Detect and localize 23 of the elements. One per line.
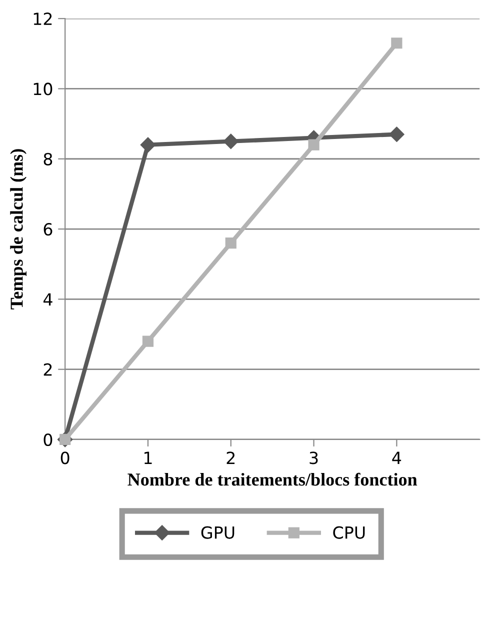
legend-label: GPU xyxy=(201,526,234,539)
y-tick-label: 2 xyxy=(44,363,52,376)
y-axis-title: Temps de calcul (ms) xyxy=(10,149,26,310)
point xyxy=(223,134,238,149)
x-tick-label: 0 xyxy=(60,452,70,464)
y-tick-label: 6 xyxy=(44,222,52,236)
point xyxy=(140,137,156,152)
legend-label: CPU xyxy=(333,526,365,539)
x-tick-label: 3 xyxy=(310,452,318,464)
point xyxy=(308,139,320,150)
x-tick-label: 2 xyxy=(226,452,235,464)
point xyxy=(389,126,404,142)
point xyxy=(225,238,236,249)
y-tick-label: 0 xyxy=(44,433,52,446)
y-tick-label: 8 xyxy=(44,152,52,166)
y-tick-label: 12 xyxy=(34,12,52,25)
y-tick-label: 10 xyxy=(34,82,52,96)
point xyxy=(391,38,402,49)
x-tick-label: 1 xyxy=(144,452,152,464)
point xyxy=(142,336,154,347)
y-tick-label: 4 xyxy=(43,293,52,306)
x-axis-title: Nombre de traitements/blocs fonction xyxy=(128,472,418,486)
x-tick-label: 4 xyxy=(392,452,402,464)
